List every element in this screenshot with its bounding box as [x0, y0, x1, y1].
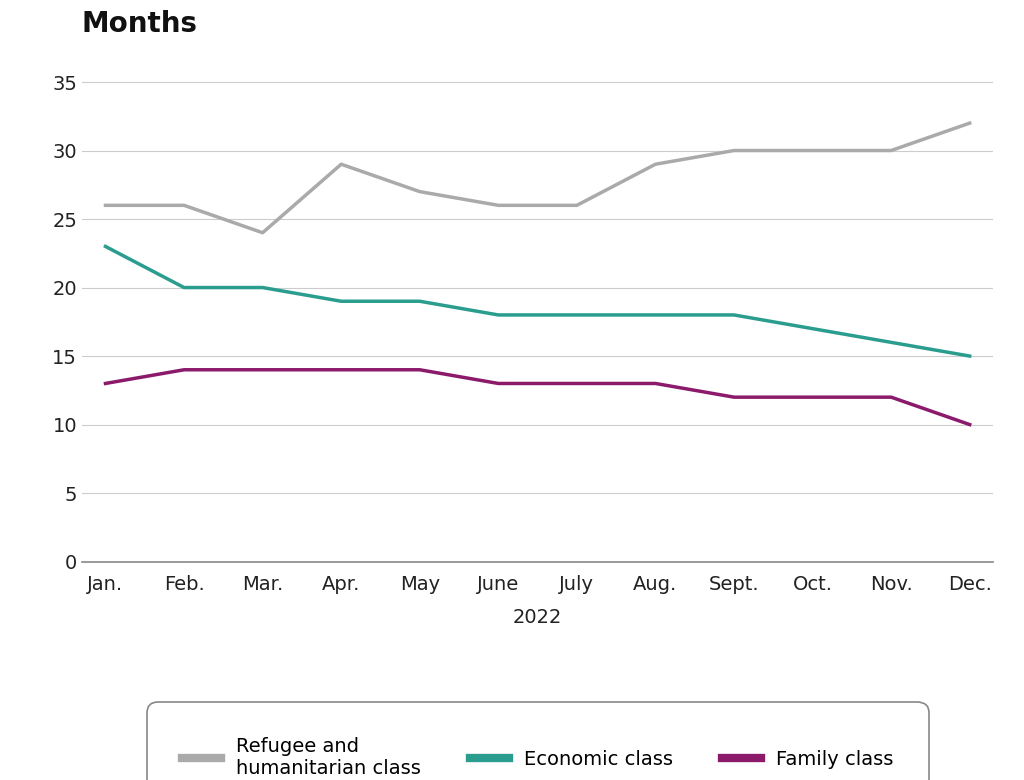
X-axis label: 2022: 2022: [513, 608, 562, 627]
Legend: Refugee and
humanitarian class, Economic class, Family class: Refugee and humanitarian class, Economic…: [159, 713, 916, 780]
Text: Months: Months: [82, 10, 198, 38]
